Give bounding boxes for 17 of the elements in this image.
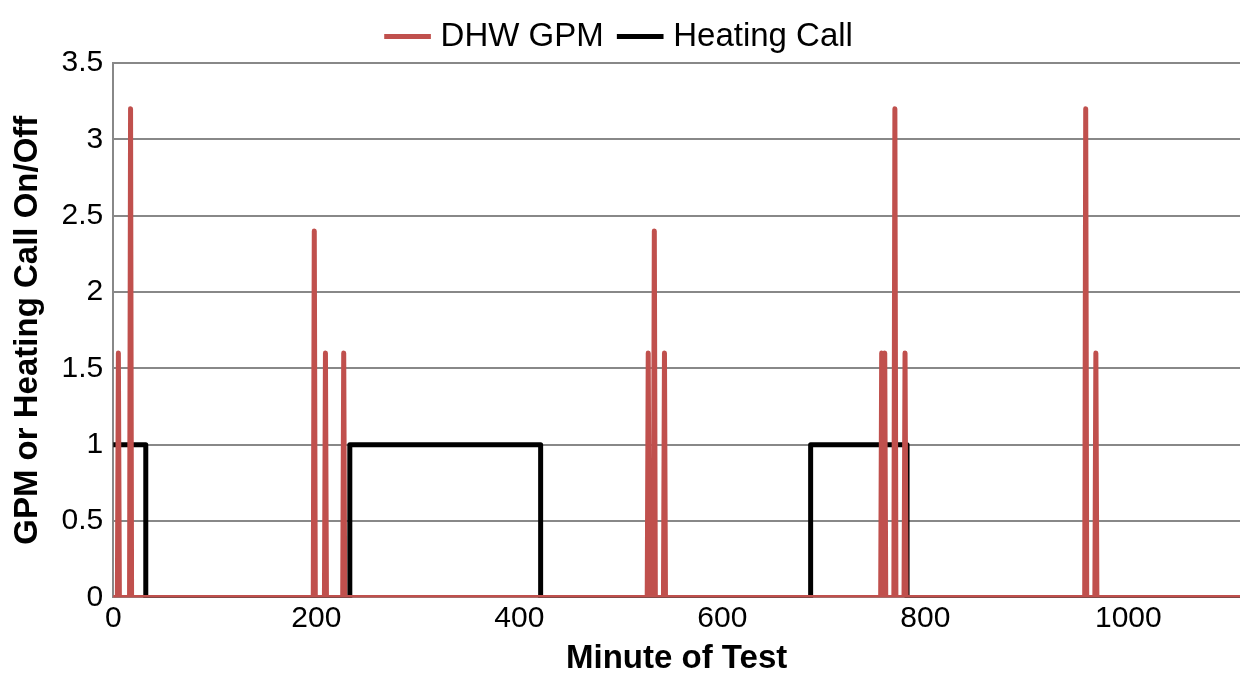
x-tick-label: 400 (494, 599, 545, 633)
x-tick-label: 600 (697, 599, 748, 633)
y-tick-label: 0.5 (61, 502, 104, 536)
y-tick-label: 2 (86, 273, 104, 307)
x-tick-label: 200 (291, 599, 342, 633)
x-tick-label: 800 (900, 599, 951, 633)
legend-label: Heating Call (673, 15, 853, 53)
y-axis-title: GPM or Heating Call On/Off (6, 114, 44, 545)
y-tick-label: 0 (86, 578, 104, 612)
y-tick-label: 3 (86, 120, 104, 154)
x-tick-label: 1000 (1094, 599, 1162, 633)
x-axis-title: Minute of Test (566, 638, 788, 676)
y-tick-label: 1 (86, 425, 104, 459)
y-tick-label: 1.5 (61, 349, 104, 383)
y-tick-label: 2.5 (61, 196, 104, 230)
y-tick-label: 3.5 (61, 44, 104, 78)
legend-label: DHW GPM (440, 15, 604, 53)
